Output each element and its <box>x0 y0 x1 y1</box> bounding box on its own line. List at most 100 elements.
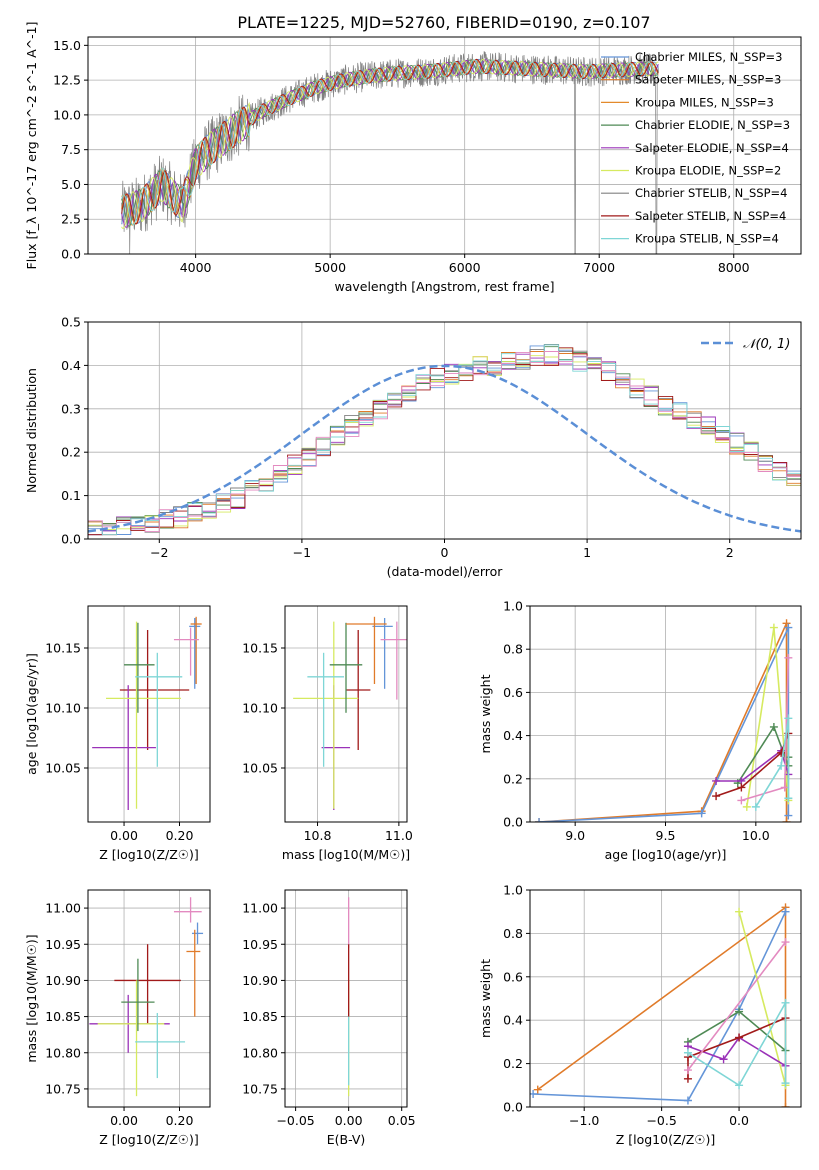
panel-mass-vs-ebv: −0.05 0.00 0.05 10.75 10.80 10.85 10.90 10.95 11… <box>242 889 416 1147</box>
y-tick-label: 10.95 <box>242 937 278 952</box>
y-tick-label: 1.0 <box>503 599 523 614</box>
x-tick-label: 10.0 <box>742 828 770 843</box>
plot-area <box>535 619 793 822</box>
x-tick-label: 2 <box>726 545 734 560</box>
errorbar-point <box>380 621 407 700</box>
legend-label: Kroupa ELODIE, N_SSP=2 <box>635 164 781 178</box>
x-tick-label: 0.20 <box>166 828 194 843</box>
series-marker <box>782 619 791 628</box>
y-tick-label: 10.05 <box>242 761 278 776</box>
series-marker <box>535 818 544 822</box>
y-axis-label: mass [log10(M/M☉)] <box>24 934 39 1062</box>
errorbar-point <box>173 897 202 923</box>
errorbar-point <box>293 621 359 809</box>
x-tick-label: −0.5 <box>646 1113 676 1128</box>
errorbar-point <box>329 622 363 713</box>
errorbar-point <box>346 616 387 684</box>
series-marker <box>719 1055 728 1064</box>
series-marker <box>769 623 778 632</box>
series-marker <box>781 938 790 947</box>
y-axis-label: mass weight <box>478 959 493 1038</box>
errorbar-point <box>189 618 201 689</box>
errorbar-point <box>372 618 393 689</box>
y-tick-label: 0.2 <box>503 1056 523 1071</box>
series-marker <box>781 1103 790 1107</box>
y-tick-label: 0.2 <box>61 445 81 460</box>
panel-age-vs-Z: 0.00 0.20 10.05 10.10 10.15 Z [log10(Z/Z☉)] ag… <box>24 605 211 862</box>
y-tick-label: 10.95 <box>45 937 81 952</box>
errorbar-point <box>119 630 190 750</box>
series-marker <box>784 653 793 662</box>
y-tick-label: 0.2 <box>503 771 523 786</box>
plot-area <box>293 616 407 810</box>
x-tick-label: 0.00 <box>110 1113 138 1128</box>
series-marker <box>735 1007 744 1016</box>
y-tick-label: 10.85 <box>242 1009 278 1024</box>
errorbar-point <box>97 980 165 1097</box>
model-spectrum-line <box>121 59 659 229</box>
x-axis-label: Z [log10(Z/Z☉)] <box>99 847 199 862</box>
panel-age-vs-mass: 10.8 11.0 10.05 10.10 10.15 mass [log10(M/M☉)… <box>242 605 413 862</box>
model-spectrum-line <box>121 58 659 225</box>
series-marker <box>781 998 790 1007</box>
y-tick-label: 10.75 <box>45 1081 81 1096</box>
chart-layer: 4000 5000 6000 7000 80000.02.55.07.510.012.5… <box>24 22 802 1147</box>
errorbar-point <box>135 652 183 767</box>
x-axis-label: wavelength [Angstrom, rest frame] <box>334 279 554 294</box>
panel-mass-vs-Z: 0.00 0.20 10.75 10.80 10.85 10.90 10.95 11.00 Z … <box>24 889 211 1147</box>
errorbar-point <box>114 944 181 1024</box>
series-marker <box>712 792 721 801</box>
legend: Chabrier MILES, N_SSP=3 Salpeter MILES, N… <box>601 50 790 246</box>
y-tick-label: 0.0 <box>503 815 523 830</box>
y-axis-label: mass weight <box>478 674 493 753</box>
y-tick-label: 10.15 <box>45 641 81 656</box>
series-marker <box>781 907 790 916</box>
y-tick-label: 0.0 <box>503 1100 523 1115</box>
errorbar-point <box>191 922 204 945</box>
y-tick-label: 10.0 <box>53 107 81 122</box>
series-line <box>538 627 790 822</box>
series-marker <box>784 623 793 632</box>
model-spectrum-line <box>121 59 659 226</box>
series-marker <box>769 722 778 731</box>
x-tick-label: −2 <box>150 545 168 560</box>
series-marker <box>784 714 793 723</box>
y-tick-label: 11.00 <box>45 901 81 916</box>
legend-label: Salpeter STELIB, N_SSP=4 <box>635 209 786 223</box>
series-marker <box>784 811 793 820</box>
legend-label: Chabrier ELODIE, N_SSP=3 <box>635 118 790 132</box>
x-tick-label: 9.0 <box>565 828 585 843</box>
x-tick-label: 5000 <box>314 260 346 275</box>
legend-label: Chabrier MILES, N_SSP=3 <box>635 50 782 64</box>
y-tick-label: 0.0 <box>61 532 81 547</box>
panel-massweight-vs-Z: −1.0 −0.5 0.0 0.0 0.2 0.4 0.6 0.8 1.0 Z [log10(Z/… <box>478 883 802 1147</box>
series-line <box>533 911 787 1102</box>
series-line <box>755 718 790 808</box>
x-tick-label: 11.0 <box>385 828 413 843</box>
y-tick-label: 0.8 <box>503 926 523 941</box>
series-marker <box>533 1085 542 1094</box>
series-marker <box>712 776 721 785</box>
x-axis-label: Z [log10(Z/Z☉)] <box>616 1132 716 1147</box>
legend-label: Kroupa MILES, N_SSP=3 <box>635 95 774 109</box>
series-line <box>687 1017 786 1079</box>
y-tick-label: 10.10 <box>45 701 81 716</box>
y-tick-label: 10.05 <box>45 761 81 776</box>
errorbar-point <box>121 958 155 1032</box>
y-tick-label: 0.4 <box>61 358 81 373</box>
errorbar-point <box>92 685 156 810</box>
y-tick-label: 10.90 <box>45 973 81 988</box>
x-tick-label: 6000 <box>449 260 481 275</box>
x-axis-label: (data-model)/error <box>387 564 504 579</box>
series-line <box>687 1036 786 1067</box>
plot-frame <box>87 36 802 255</box>
x-tick-label: 0.00 <box>335 1113 363 1128</box>
series-marker <box>780 783 789 792</box>
y-tick-label: 0.3 <box>61 401 81 416</box>
plot-area <box>88 343 801 536</box>
y-tick-label: 2.5 <box>61 212 81 227</box>
errorbar-point <box>346 630 371 750</box>
errorbar-point <box>124 622 155 713</box>
series-line <box>687 999 787 1087</box>
histogram-series <box>88 351 801 533</box>
